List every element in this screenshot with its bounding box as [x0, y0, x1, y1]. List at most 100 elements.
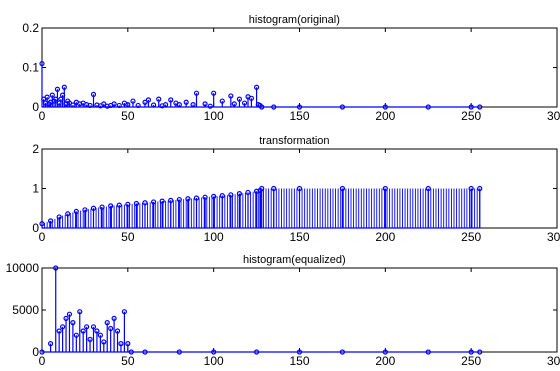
- equalized-histogram-stem-point: [39, 349, 45, 355]
- transformation-stem-point: [82, 207, 88, 213]
- original-histogram-stem-point: [176, 102, 182, 108]
- equalized-histogram-stem-point: [101, 339, 107, 345]
- equalized-histogram-xtick-label: 0: [39, 354, 46, 368]
- transformation-xtick-label: 100: [204, 230, 224, 244]
- original-histogram-ytick-label: 0.2: [22, 21, 39, 35]
- equalized-histogram-stem-point: [382, 349, 388, 355]
- original-histogram-stem-point: [116, 102, 122, 109]
- transformation-stem-point: [259, 185, 265, 192]
- equalized-histogram-axes-box: [41, 267, 558, 353]
- transformation-stem-point: [99, 204, 105, 210]
- transformation-stem-point: [56, 214, 62, 220]
- transformation-stem-point: [133, 200, 140, 207]
- equalized-histogram-xtick-label: 250: [461, 354, 481, 368]
- original-histogram-stem-point: [54, 86, 61, 92]
- equalized-histogram-stem-point: [66, 311, 73, 317]
- equalized-histogram-xtick-label: 200: [375, 354, 395, 368]
- transformation-xtick-label: 250: [461, 230, 481, 244]
- equalized-histogram-xtick-label: 50: [121, 354, 135, 368]
- original-histogram-stem-point: [339, 104, 346, 110]
- original-histogram-stem-point: [236, 96, 243, 102]
- original-histogram-stem-point: [253, 84, 260, 90]
- original-histogram-stem-point: [382, 104, 388, 110]
- transformation-stem-point: [477, 185, 483, 192]
- original-histogram-stem-point: [39, 60, 45, 67]
- original-histogram-stem-point: [477, 104, 483, 110]
- equalized-histogram-stem-point: [73, 332, 79, 338]
- original-histogram-stem-point: [70, 102, 76, 108]
- original-histogram-stem-point: [87, 102, 93, 109]
- equalized-histogram-stem-point: [128, 349, 134, 355]
- transformation-stem-point: [245, 189, 251, 196]
- equalized-histogram-stem-point: [97, 332, 103, 338]
- transformation-stem-point: [168, 197, 174, 203]
- equalized-histogram-stem-point: [477, 349, 483, 355]
- original-histogram-xtick-label: 150: [289, 109, 309, 123]
- original-histogram-panel: histogram(original) 0 50 100 150 200 250 300 0 0.…: [22, 14, 560, 123]
- original-histogram-stem-point: [90, 91, 97, 97]
- equalized-histogram-stem-point: [70, 320, 76, 326]
- equalized-histogram-stem-point: [108, 325, 114, 332]
- original-histogram-stems: [39, 60, 483, 110]
- original-histogram-stem-point: [183, 99, 189, 105]
- equalized-histogram-stem-point: [114, 328, 121, 334]
- equalized-histogram-stem-point: [80, 328, 86, 334]
- transformation-stem-point: [108, 203, 114, 209]
- transformation-stem-point: [47, 218, 54, 224]
- transformation-stem-point: [468, 185, 474, 192]
- equalized-histogram-xtick-label: 100: [204, 354, 224, 368]
- equalized-histogram-xtick-label: 150: [289, 354, 309, 368]
- original-histogram-stem-point: [202, 101, 208, 107]
- transformation-xtick-label: 300: [547, 230, 560, 244]
- original-histogram-title: histogram(original): [249, 14, 340, 26]
- transformation-stem-point: [193, 195, 200, 201]
- equalized-histogram-stem-point: [118, 341, 124, 347]
- original-histogram-stem-point: [44, 94, 50, 100]
- equalized-histogram-ytick-label: 5000: [12, 303, 39, 317]
- transformation-stem-point: [228, 192, 234, 198]
- equalized-histogram-stem-point: [104, 320, 110, 326]
- equalized-histogram-stem-point: [94, 328, 100, 334]
- equalized-histogram-stem-point: [90, 324, 97, 330]
- original-histogram-axes-box: [41, 27, 558, 108]
- equalized-histogram-stem-point: [425, 349, 431, 355]
- equalized-histogram-stem-point: [125, 341, 131, 347]
- equalized-histogram-ytick-label: 0: [32, 345, 39, 359]
- original-histogram-stem-point: [211, 90, 217, 96]
- original-histogram-stem-point: [125, 102, 131, 108]
- transformation-stem-point: [65, 211, 71, 217]
- transformation-stem-point: [271, 185, 277, 192]
- original-histogram-stem-point: [101, 101, 107, 107]
- original-histogram-stem-point: [193, 90, 200, 96]
- transformation-stem-point: [296, 185, 303, 192]
- equalized-histogram-stem-point: [468, 349, 474, 355]
- equalized-histogram-stem-point: [59, 324, 66, 330]
- original-histogram-xtick-label: 100: [204, 109, 224, 123]
- transformation-stem-point: [116, 202, 122, 208]
- original-histogram-stem-point: [145, 97, 152, 103]
- original-histogram-stem-point: [61, 84, 67, 90]
- transformation-title: transformation: [259, 135, 329, 147]
- transformation-stem-point: [159, 198, 165, 204]
- transformation-stem-point: [211, 193, 217, 199]
- equalized-histogram-stem-point: [142, 349, 148, 355]
- equalized-histogram-stem-point: [296, 349, 303, 355]
- equalized-histogram-xtick-label: 300: [547, 354, 560, 368]
- equalized-histogram-stem-point: [176, 349, 182, 355]
- original-histogram-stem-point: [156, 96, 162, 102]
- transformation-panel: transformation 0 50 100 150 200 250 300 0 1 2: [32, 135, 560, 244]
- original-histogram-stem-point: [425, 104, 431, 110]
- equalized-histogram-ytick-label: 10000: [6, 261, 40, 275]
- original-histogram-stem-point: [207, 103, 213, 109]
- transformation-stem-point: [202, 194, 208, 200]
- original-histogram-stem-point: [231, 101, 237, 107]
- transformation-stem-point: [176, 196, 182, 203]
- transformation-stem-point: [125, 201, 131, 207]
- equalized-histogram-stem-point: [77, 309, 83, 315]
- equalized-histogram-stem-point: [339, 349, 346, 355]
- transformation-stem-point: [39, 221, 45, 227]
- transformation-stem-point: [236, 191, 243, 197]
- transformation-stem-point: [90, 205, 97, 211]
- equalized-histogram-stem-point: [63, 315, 69, 321]
